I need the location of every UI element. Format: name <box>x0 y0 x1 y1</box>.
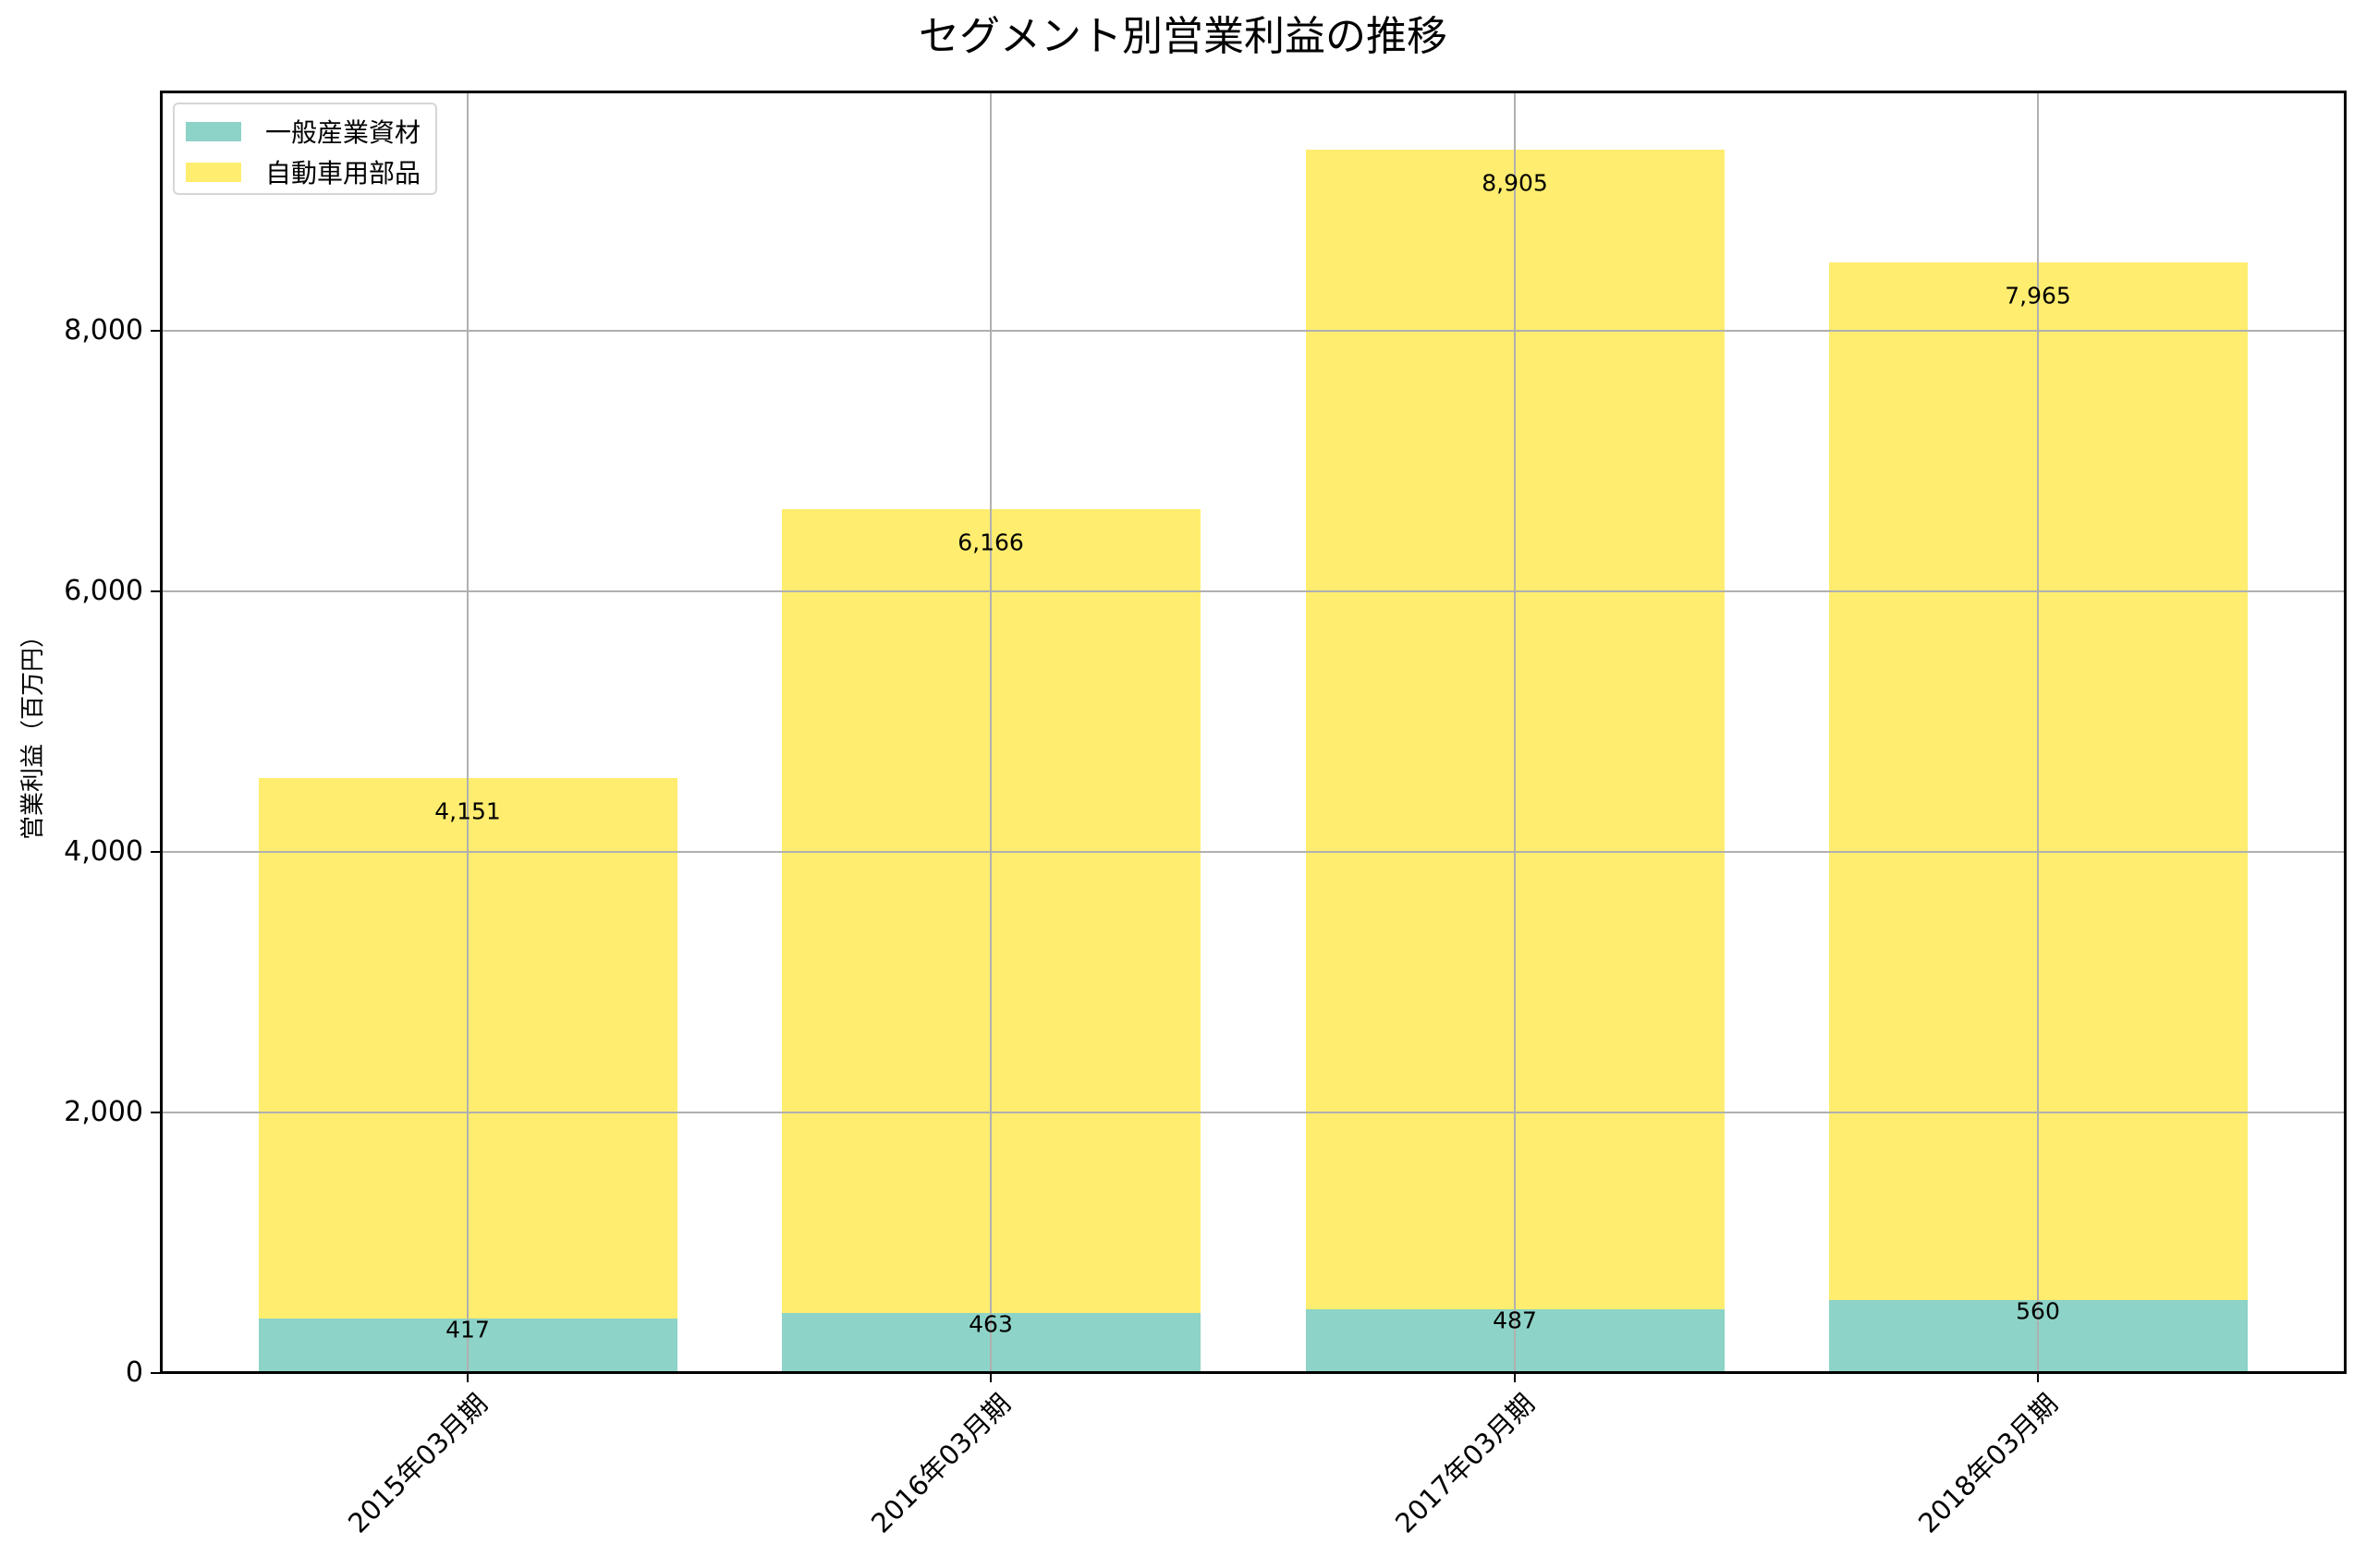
value-label-auto: 7,965 <box>2005 282 2071 310</box>
value-label-general: 560 <box>2016 1297 2060 1325</box>
gridline-horizontal <box>160 1112 2347 1113</box>
spine-bottom <box>160 1371 2347 1374</box>
value-label-auto: 8,905 <box>1482 169 1548 197</box>
spine-right <box>2344 91 2347 1373</box>
legend-label-auto: 自動車用部品 <box>265 158 421 188</box>
value-label-auto: 6,166 <box>957 529 1024 556</box>
gridline-vertical <box>2037 91 2039 1373</box>
chart-title: セグメント別営業利益の推移 <box>919 13 1447 60</box>
spine-top <box>160 91 2347 93</box>
gridline-horizontal <box>160 590 2347 592</box>
gridline-vertical <box>467 91 469 1373</box>
value-label-general: 487 <box>1493 1307 1537 1334</box>
gridline-horizontal <box>160 330 2347 332</box>
x-tick-mark <box>467 1373 469 1382</box>
legend-item-general: 一般産業資材 <box>186 117 421 148</box>
spine-left <box>160 91 163 1373</box>
y-tick-mark <box>151 330 160 332</box>
legend: 一般産業資材 自動車用部品 <box>173 103 437 195</box>
y-tick-label: 2,000 <box>64 1096 143 1128</box>
y-axis-label: 営業利益（百万円） <box>19 623 47 841</box>
legend-item-auto: 自動車用部品 <box>186 158 421 188</box>
y-tick-label: 4,000 <box>64 835 143 868</box>
x-tick-label: 2015年03月期 <box>342 1387 494 1539</box>
legend-swatch-general <box>186 121 241 141</box>
y-tick-label: 0 <box>125 1356 143 1389</box>
y-tick-mark <box>151 1112 160 1113</box>
x-tick-mark <box>990 1373 992 1382</box>
value-label-auto: 4,151 <box>434 797 501 825</box>
x-tick-mark <box>1514 1373 1516 1382</box>
value-label-general: 463 <box>969 1310 1013 1338</box>
gridline-horizontal <box>160 851 2347 853</box>
y-tick-label: 6,000 <box>64 575 143 607</box>
value-label-general: 417 <box>445 1316 490 1343</box>
y-tick-mark <box>151 590 160 592</box>
legend-swatch-auto <box>186 162 241 182</box>
legend-label-general: 一般産業資材 <box>265 117 421 148</box>
x-tick-label: 2017年03月期 <box>1389 1387 1541 1539</box>
y-tick-label: 8,000 <box>64 314 143 346</box>
y-tick-mark <box>151 851 160 853</box>
gridline-vertical <box>1514 91 1516 1373</box>
x-tick-label: 2016年03月期 <box>865 1387 1017 1539</box>
gridline-vertical <box>990 91 992 1373</box>
y-tick-mark <box>151 1372 160 1374</box>
x-tick-label: 2018年03月期 <box>1912 1387 2064 1539</box>
x-tick-mark <box>2037 1373 2039 1382</box>
plot-area: 417 4,151 463 6,166 487 8,905 560 7,965 <box>160 91 2347 1374</box>
